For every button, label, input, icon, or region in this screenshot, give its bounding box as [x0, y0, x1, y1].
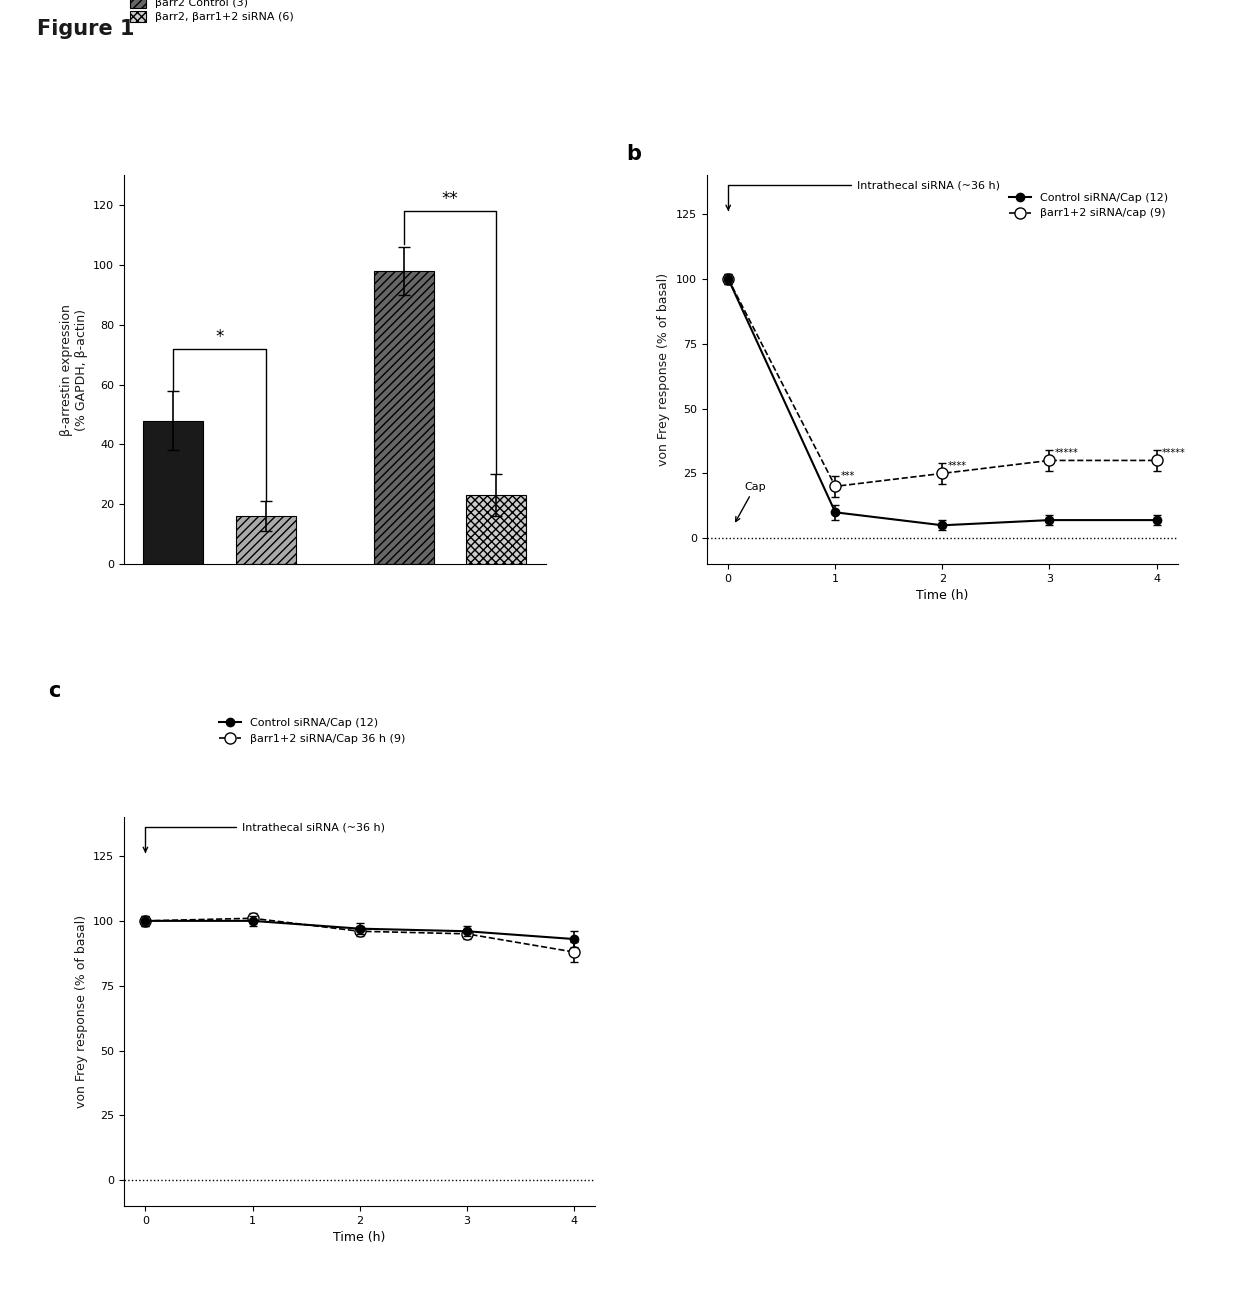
- Text: *: *: [216, 328, 223, 346]
- Bar: [143, 420, 203, 564]
- Y-axis label: β-arrestin expression
(% GAPDH, β-actin): β-arrestin expression (% GAPDH, β-actin): [60, 303, 88, 436]
- Y-axis label: von Frey response (% of basal): von Frey response (% of basal): [74, 916, 88, 1108]
- Bar: [236, 516, 295, 564]
- Legend: Control siRNA/Cap (12), βarr1+2 siRNA/Cap 36 h (9): Control siRNA/Cap (12), βarr1+2 siRNA/Ca…: [215, 713, 409, 748]
- Text: *****: *****: [1055, 447, 1079, 458]
- Text: Intrathecal siRNA (~36 h): Intrathecal siRNA (~36 h): [143, 822, 384, 852]
- Text: c: c: [48, 681, 61, 700]
- Legend: βarr1 Control (3), βarr1, βarr1+2 siRNA (6), βarr2 Control (3), βarr2, βarr1+2 s: βarr1 Control (3), βarr1, βarr1+2 siRNA …: [129, 0, 294, 22]
- X-axis label: Time (h): Time (h): [916, 589, 968, 603]
- Text: Cap: Cap: [735, 481, 766, 521]
- Bar: [466, 495, 527, 564]
- Text: ****: ****: [947, 460, 967, 471]
- Text: **: **: [441, 191, 459, 208]
- Text: b: b: [626, 144, 641, 163]
- Text: ***: ***: [841, 471, 854, 481]
- Text: Intrathecal siRNA (~36 h): Intrathecal siRNA (~36 h): [725, 180, 999, 210]
- Legend: Control siRNA/Cap (12), βarr1+2 siRNA/cap (9): Control siRNA/Cap (12), βarr1+2 siRNA/ca…: [1004, 188, 1173, 223]
- X-axis label: Time (h): Time (h): [334, 1231, 386, 1245]
- Text: *****: *****: [1162, 447, 1185, 458]
- Bar: [374, 271, 434, 564]
- Text: Figure 1: Figure 1: [37, 19, 135, 39]
- Y-axis label: von Frey response (% of basal): von Frey response (% of basal): [657, 274, 671, 466]
